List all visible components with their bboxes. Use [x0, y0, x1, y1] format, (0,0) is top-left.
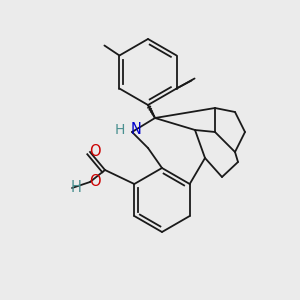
Text: O: O [89, 143, 101, 158]
Text: H: H [70, 181, 81, 196]
Text: O: O [89, 175, 101, 190]
Text: H: H [115, 123, 125, 137]
Text: N: N [130, 122, 141, 137]
